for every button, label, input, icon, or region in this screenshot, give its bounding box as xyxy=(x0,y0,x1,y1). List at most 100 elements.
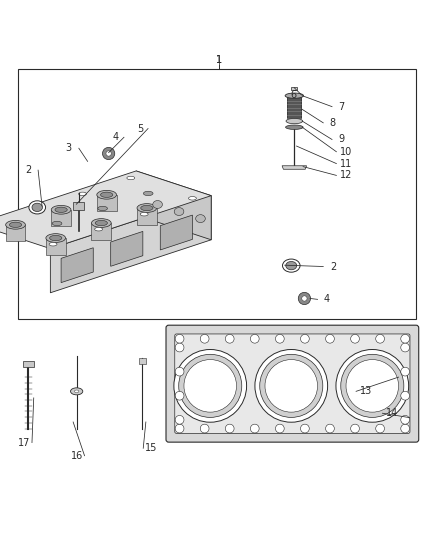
Ellipse shape xyxy=(98,206,107,211)
Text: 9: 9 xyxy=(339,134,345,144)
Ellipse shape xyxy=(95,228,102,231)
Circle shape xyxy=(346,360,399,412)
Circle shape xyxy=(225,334,234,343)
Text: 5: 5 xyxy=(137,124,143,134)
Circle shape xyxy=(175,424,184,433)
Polygon shape xyxy=(282,166,307,169)
Circle shape xyxy=(174,350,247,422)
Circle shape xyxy=(102,147,115,159)
Ellipse shape xyxy=(33,207,41,211)
Circle shape xyxy=(225,424,234,433)
Ellipse shape xyxy=(71,388,83,395)
Circle shape xyxy=(184,360,237,412)
Ellipse shape xyxy=(286,118,303,124)
Circle shape xyxy=(200,334,209,343)
Text: 1: 1 xyxy=(216,55,222,65)
Ellipse shape xyxy=(52,221,62,225)
Ellipse shape xyxy=(46,233,66,243)
Text: 3: 3 xyxy=(65,143,71,154)
Circle shape xyxy=(179,354,242,417)
FancyBboxPatch shape xyxy=(166,325,419,442)
Circle shape xyxy=(175,367,184,376)
Circle shape xyxy=(298,292,311,304)
Circle shape xyxy=(351,424,360,433)
Text: 13: 13 xyxy=(360,386,372,397)
Ellipse shape xyxy=(32,203,42,212)
Ellipse shape xyxy=(153,200,162,208)
Ellipse shape xyxy=(188,197,196,200)
Text: 11: 11 xyxy=(340,159,352,168)
Ellipse shape xyxy=(286,125,303,130)
Bar xyxy=(139,359,146,364)
Text: 17: 17 xyxy=(18,438,30,448)
Circle shape xyxy=(325,334,334,343)
Circle shape xyxy=(255,350,328,422)
Ellipse shape xyxy=(140,213,148,216)
Circle shape xyxy=(401,343,410,352)
Circle shape xyxy=(300,424,309,433)
Ellipse shape xyxy=(78,192,86,196)
Text: 2: 2 xyxy=(25,165,32,175)
Ellipse shape xyxy=(74,390,79,393)
Circle shape xyxy=(351,334,360,343)
Polygon shape xyxy=(136,171,211,240)
Circle shape xyxy=(325,424,334,433)
Polygon shape xyxy=(137,208,157,224)
Circle shape xyxy=(265,360,318,412)
Text: 10: 10 xyxy=(340,147,352,157)
Circle shape xyxy=(175,334,184,343)
Ellipse shape xyxy=(29,201,46,214)
Circle shape xyxy=(251,424,259,433)
Circle shape xyxy=(336,350,409,422)
Ellipse shape xyxy=(174,207,184,215)
Circle shape xyxy=(260,354,323,417)
Text: 4: 4 xyxy=(113,132,119,142)
Circle shape xyxy=(302,296,307,301)
Text: 1: 1 xyxy=(216,55,222,65)
Polygon shape xyxy=(61,248,93,282)
Ellipse shape xyxy=(141,205,153,211)
Ellipse shape xyxy=(95,220,107,225)
Circle shape xyxy=(401,367,410,376)
Circle shape xyxy=(200,424,209,433)
Bar xyxy=(287,96,301,118)
Ellipse shape xyxy=(285,93,304,98)
Polygon shape xyxy=(111,231,143,266)
Ellipse shape xyxy=(6,221,25,229)
Ellipse shape xyxy=(92,219,111,228)
Circle shape xyxy=(401,415,410,424)
Ellipse shape xyxy=(143,191,153,196)
Circle shape xyxy=(106,151,111,156)
Text: 8: 8 xyxy=(330,118,336,128)
Polygon shape xyxy=(46,238,66,255)
Polygon shape xyxy=(51,210,71,227)
Text: 14: 14 xyxy=(386,408,398,418)
FancyBboxPatch shape xyxy=(175,334,410,433)
Circle shape xyxy=(376,334,385,343)
Text: 2: 2 xyxy=(330,262,336,271)
Polygon shape xyxy=(50,196,211,293)
Ellipse shape xyxy=(55,207,67,213)
Ellipse shape xyxy=(9,222,21,228)
Circle shape xyxy=(276,334,284,343)
Polygon shape xyxy=(92,223,111,240)
Circle shape xyxy=(175,415,184,424)
Circle shape xyxy=(341,354,404,417)
Bar xyxy=(291,87,297,91)
Text: 15: 15 xyxy=(145,443,157,453)
Bar xyxy=(73,201,84,209)
Text: 12: 12 xyxy=(340,171,352,180)
Circle shape xyxy=(401,334,410,343)
Ellipse shape xyxy=(286,262,297,270)
Ellipse shape xyxy=(51,205,71,214)
Bar xyxy=(18,69,416,319)
Text: 6: 6 xyxy=(290,90,297,100)
Circle shape xyxy=(251,334,259,343)
Ellipse shape xyxy=(97,190,117,199)
Ellipse shape xyxy=(137,204,157,212)
Circle shape xyxy=(175,391,184,400)
Text: 4: 4 xyxy=(323,294,329,304)
Ellipse shape xyxy=(127,176,135,180)
Bar xyxy=(23,361,34,367)
Ellipse shape xyxy=(101,192,113,197)
